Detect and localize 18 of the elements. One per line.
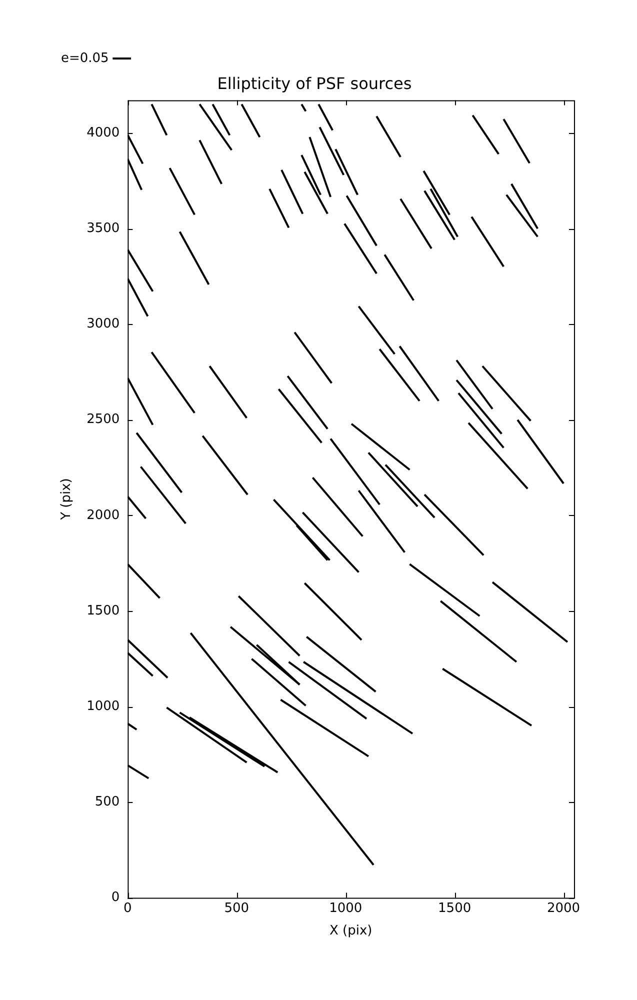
y-tick-label: 4000 <box>86 125 120 140</box>
x-tick-label: 1000 <box>329 900 362 916</box>
y-tick-label: 1500 <box>86 603 120 618</box>
x-tick-label: 1500 <box>438 900 472 916</box>
x-tick-label: 0 <box>124 900 132 916</box>
y-tick-label: 1000 <box>86 698 120 714</box>
y-tick-label: 500 <box>94 794 120 810</box>
y-tick-label: 3000 <box>86 316 120 332</box>
x-axis-title: X (pix) <box>329 924 372 939</box>
y-axis-title: Y (pix) <box>59 478 74 521</box>
y-tick-label: 0 <box>111 890 120 906</box>
x-tick-label: 2000 <box>546 900 580 916</box>
y-tick-label: 2500 <box>86 412 120 428</box>
x-tick-label: 500 <box>224 900 250 916</box>
y-tick-label: 3500 <box>86 221 120 236</box>
chart-title: Ellipticity of PSF sources <box>217 74 412 93</box>
y-tick-label: 2000 <box>86 508 120 523</box>
legend-label: e=0.05 <box>60 50 109 66</box>
